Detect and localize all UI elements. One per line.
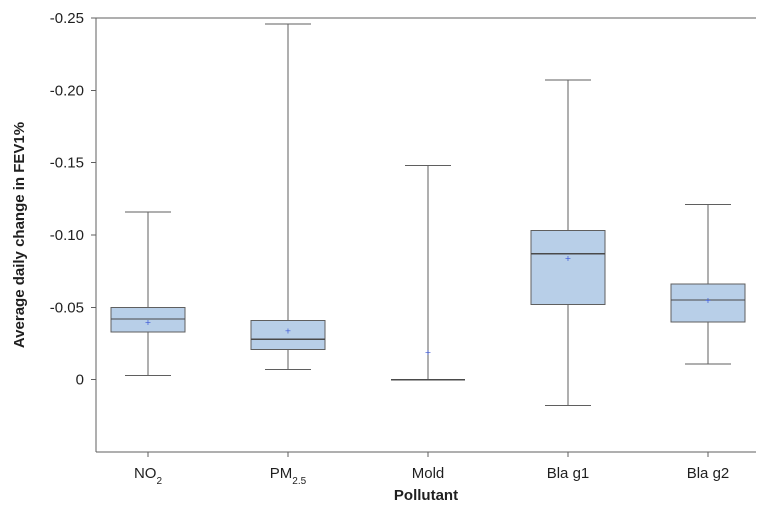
x-tick-label: Bla g2 — [687, 465, 730, 482]
x-tick-label: PM2.5 — [270, 465, 307, 487]
iqr-box — [110, 306, 186, 333]
box-group: + — [250, 23, 326, 371]
y-tick-label: 0 — [76, 372, 84, 389]
mean-marker: + — [565, 254, 572, 263]
mean-marker: + — [425, 348, 432, 357]
x-tick-label: Bla g1 — [547, 465, 590, 482]
iqr-box — [250, 319, 326, 350]
axes: -0.25 -0.20 -0.15 -0.10 -0.05 0 NO2 PM2.5 Mold Bl… — [50, 10, 756, 487]
x-tick-label: NO2 — [134, 465, 163, 487]
mean-marker: + — [705, 296, 712, 305]
y-tick-label: -0.20 — [50, 82, 84, 99]
y-axis-title: Average daily change in FEV1% — [11, 122, 28, 348]
x-axis-title: Pollutant — [394, 487, 458, 504]
y-tick-label: -0.10 — [50, 227, 84, 244]
box-group: + — [391, 165, 465, 381]
box-series: + + + + + — [110, 23, 746, 407]
mean-marker: + — [145, 318, 152, 327]
y-tick-label: -0.05 — [50, 299, 84, 316]
y-tick-label: -0.15 — [50, 155, 84, 172]
box-group: + — [530, 79, 606, 407]
iqr-box — [670, 283, 746, 323]
x-tick-label: Mold — [412, 465, 445, 482]
y-tick-label: -0.25 — [50, 10, 84, 27]
mean-marker: + — [285, 326, 292, 335]
box-group: + — [110, 211, 186, 376]
iqr-box — [530, 230, 606, 305]
box-group: + — [670, 204, 746, 365]
